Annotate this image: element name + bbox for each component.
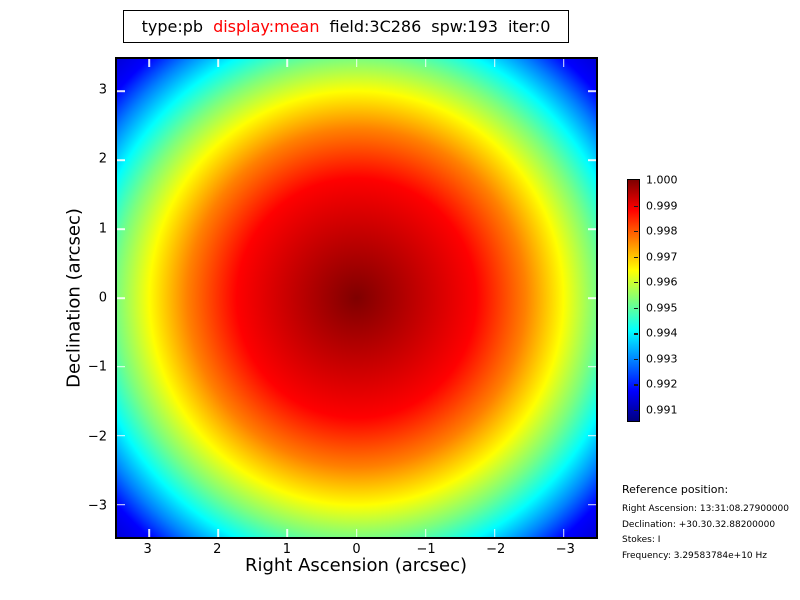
colorbar-tick-mark xyxy=(634,410,638,412)
x-tick-label: −1 xyxy=(416,542,436,557)
x-tick-mark-top xyxy=(562,59,565,67)
title-spw: spw:193 xyxy=(431,17,498,36)
reference-right-ascension: Right Ascension: 13:31:08.27900000 xyxy=(622,504,789,514)
x-tick-mark-top xyxy=(286,59,289,67)
x-tick-mark-bottom xyxy=(424,529,427,537)
x-tick-label: 3 xyxy=(143,542,152,557)
colorbar-tick-mark xyxy=(634,333,638,335)
colorbar-tick-mark xyxy=(634,256,638,258)
colorbar-tick-mark xyxy=(634,307,638,309)
colorbar-tick-label: 0.991 xyxy=(646,403,678,417)
colorbar-tick-mark xyxy=(634,231,638,233)
x-tick-label: −3 xyxy=(555,542,575,557)
y-tick-mark-right xyxy=(588,228,596,230)
x-tick-label: 0 xyxy=(352,542,361,557)
x-tick-mark-top xyxy=(493,59,496,67)
title-type: type:pb xyxy=(141,17,204,36)
colorbar-tick-mark xyxy=(634,358,638,361)
y-tick-label: −2 xyxy=(87,429,107,445)
y-tick-mark-right xyxy=(588,503,596,506)
x-tick-label: 2 xyxy=(213,542,222,557)
y-tick-label: 2 xyxy=(98,151,107,167)
colorbar-tick-label: 0.994 xyxy=(646,326,678,340)
y-tick-mark-right xyxy=(588,366,596,368)
colorbar-tick-label: 0.995 xyxy=(646,301,678,315)
x-tick-mark-bottom xyxy=(148,529,151,537)
y-axis-label: Declination (arcsec) xyxy=(63,208,85,388)
title-field: field:3C286 xyxy=(329,17,422,36)
reference-declination: Declination: +30.30.32.88200000 xyxy=(622,519,776,530)
y-tick-label: −3 xyxy=(87,498,107,514)
y-tick-mark-right xyxy=(588,297,596,299)
y-tick-label: 0 xyxy=(98,290,107,306)
y-tick-mark-right xyxy=(588,159,596,162)
colorbar-tick-mark xyxy=(634,384,638,386)
x-tick-mark-bottom xyxy=(493,529,496,537)
y-tick-mark-left xyxy=(117,297,125,299)
primary-beam-heatmap xyxy=(115,57,598,539)
x-tick-mark-top xyxy=(355,59,358,67)
colorbar-tick-mark xyxy=(634,282,638,284)
reference-stokes: Stokes: I xyxy=(622,535,661,545)
x-tick-mark-bottom xyxy=(562,529,565,537)
colorbar xyxy=(627,179,640,422)
colorbar-tick-mark xyxy=(634,205,638,207)
y-tick-mark-left xyxy=(117,434,125,437)
x-tick-mark-top xyxy=(148,59,151,67)
colorbar-tick-label: 0.996 xyxy=(646,275,678,289)
colorbar-tick-label: 0.999 xyxy=(646,199,678,213)
reference-heading: Reference position: xyxy=(622,483,729,496)
x-tick-mark-bottom xyxy=(217,529,220,537)
y-tick-label: 1 xyxy=(98,221,107,237)
y-tick-mark-right xyxy=(588,434,596,437)
x-tick-label: −2 xyxy=(486,542,506,557)
x-tick-mark-bottom xyxy=(355,529,358,537)
y-tick-mark-left xyxy=(117,90,125,93)
colorbar-tick-label: 0.992 xyxy=(646,377,678,391)
y-tick-label: −1 xyxy=(87,359,107,375)
x-tick-mark-top xyxy=(424,59,427,67)
x-tick-mark-top xyxy=(217,59,220,67)
colorbar-tick-label: 0.997 xyxy=(646,250,678,264)
y-tick-mark-left xyxy=(117,228,125,230)
title-iter: iter:0 xyxy=(507,17,551,36)
x-tick-label: 1 xyxy=(282,542,292,557)
y-tick-mark-left xyxy=(117,366,125,368)
y-tick-mark-left xyxy=(117,159,125,162)
y-tick-mark-left xyxy=(117,503,125,506)
plot-title-box: type:pb display:mean field:3C286 spw:193… xyxy=(123,10,569,43)
colorbar-tick-label: 0.998 xyxy=(646,224,678,238)
x-tick-mark-bottom xyxy=(286,529,289,537)
colorbar-tick-label: 0.993 xyxy=(646,352,678,366)
reference-position-block: Reference position: Right Ascension: 13:… xyxy=(622,483,800,566)
colorbar-tick-label: 1.000 xyxy=(646,173,678,187)
x-axis-label: Right Ascension (arcsec) xyxy=(244,555,468,576)
y-tick-mark-right xyxy=(588,90,596,93)
title-display: display:mean xyxy=(213,17,320,36)
y-tick-label: 3 xyxy=(98,82,107,98)
reference-frequency: Frequency: 3.29583784e+10 Hz xyxy=(622,550,768,561)
